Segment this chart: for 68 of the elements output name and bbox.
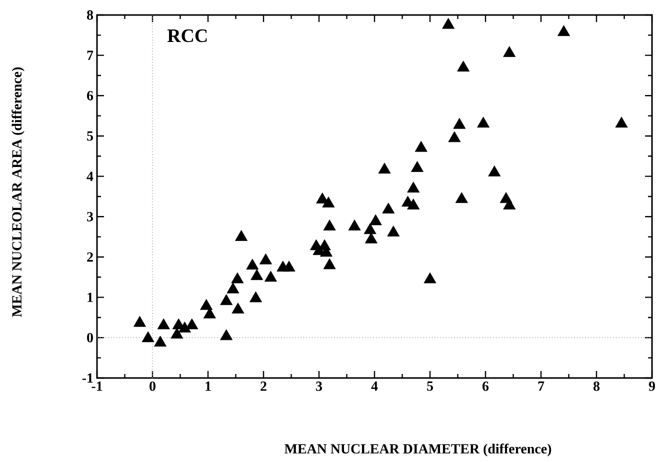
point — [170, 328, 184, 339]
point — [503, 46, 516, 57]
x-axis-title: MEAN NUCLEAR DIAMETER (difference) — [284, 444, 552, 456]
y-tick-label: 0 — [87, 332, 93, 342]
x-tick-label: 9 — [648, 382, 655, 391]
y-tick-label: 3 — [87, 212, 94, 222]
point — [200, 299, 213, 310]
point — [323, 258, 336, 270]
y-tick-label: 8 — [86, 10, 94, 20]
point — [407, 198, 420, 210]
y-tick-label: 1 — [88, 292, 93, 302]
point — [186, 318, 198, 330]
point — [220, 294, 233, 306]
point — [411, 161, 424, 172]
point — [453, 118, 466, 129]
point — [226, 282, 240, 294]
point — [457, 60, 470, 72]
point — [259, 253, 272, 264]
annotation: RCC — [167, 29, 207, 42]
point — [246, 258, 259, 270]
point — [364, 232, 378, 244]
point — [442, 18, 455, 29]
point — [232, 302, 244, 314]
point — [407, 182, 420, 193]
point — [250, 269, 264, 280]
point — [264, 270, 277, 282]
point — [282, 260, 296, 272]
x-tick-label: 0 — [150, 382, 156, 391]
point — [455, 192, 468, 203]
point — [369, 214, 382, 226]
point — [364, 223, 376, 234]
point — [154, 336, 167, 347]
y-axis-title: MEAN NUCLEOLAR AREA (difference) — [12, 67, 24, 317]
point — [134, 316, 146, 327]
y-tick-label: -1 — [82, 373, 93, 383]
point — [382, 202, 395, 214]
point — [322, 196, 335, 208]
point — [157, 318, 170, 330]
point — [323, 220, 336, 230]
point — [424, 272, 436, 284]
point — [558, 25, 570, 36]
point — [378, 162, 391, 174]
point — [250, 291, 262, 302]
y-tick-label: 4 — [86, 172, 94, 181]
x-tick-label: 8 — [593, 382, 600, 391]
point — [387, 226, 400, 236]
point — [231, 272, 244, 284]
point — [488, 166, 501, 176]
x-tick-label: 7 — [538, 381, 544, 391]
point — [220, 329, 233, 340]
x-tick-label: 3 — [316, 382, 322, 391]
x-tick-label: 4 — [371, 381, 378, 391]
y-tick-label: 5 — [87, 131, 93, 141]
point — [448, 131, 461, 142]
point — [348, 220, 361, 230]
x-tick-label: 6 — [482, 382, 489, 391]
x-tick-label: 2 — [260, 382, 266, 391]
point — [615, 116, 628, 128]
y-tick-label: 6 — [87, 90, 94, 100]
x-tick-label: 5 — [427, 381, 433, 391]
point — [142, 331, 154, 342]
y-tick-label: 7 — [87, 50, 94, 60]
x-tick-label: 1 — [206, 381, 211, 391]
point — [477, 116, 490, 128]
point — [235, 230, 248, 241]
point — [414, 140, 428, 152]
y-tick-label: 2 — [87, 252, 93, 262]
point — [503, 198, 516, 210]
